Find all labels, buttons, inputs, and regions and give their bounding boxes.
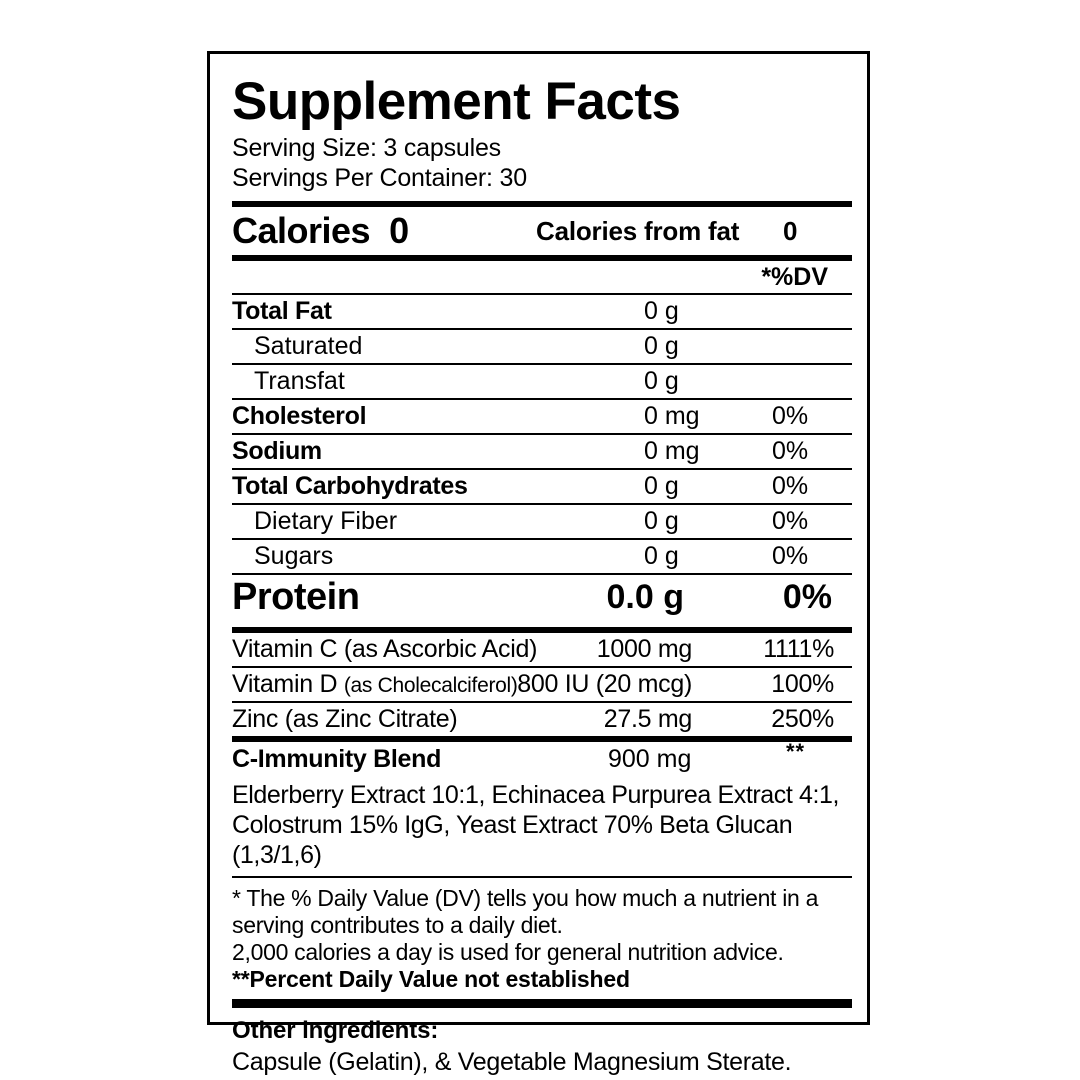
daily-value-header: *%DV bbox=[232, 261, 852, 293]
nutrient-rows: Total Fat 0 g Saturated 0 g Transfat 0 g Chole… bbox=[232, 295, 852, 575]
serving-size-text: Serving Size: 3 capsules bbox=[232, 134, 501, 162]
row-divider bbox=[232, 666, 852, 668]
nutrient-row: Saturated 0 g bbox=[232, 330, 852, 363]
footnote-bold-line: **Percent Daily Value not established bbox=[232, 966, 630, 992]
divider-above-other-ingredients bbox=[232, 999, 852, 1008]
row-divider bbox=[232, 398, 852, 400]
protein-amount: 0.0 g bbox=[606, 578, 684, 616]
nutrient-amount: 0 g bbox=[644, 472, 679, 500]
nutrient-amount: 0 g bbox=[644, 542, 679, 570]
row-divider bbox=[232, 503, 852, 505]
other-ingredients-heading: Other ingredients: bbox=[232, 1017, 439, 1044]
nutrient-amount: 0 mg bbox=[644, 402, 700, 430]
vitamin-rows: Vitamin C (as Ascorbic Acid) 1000 mg 1111%… bbox=[232, 633, 852, 736]
vitamin-dv: 1111% bbox=[763, 635, 834, 663]
blend-label: C-Immunity Blend bbox=[232, 745, 442, 773]
blend-ingredients-line-1: Elderberry Extract 10:1, Echinacea Purpu… bbox=[232, 781, 840, 809]
row-divider bbox=[232, 468, 852, 470]
nutrient-row: Transfat 0 g bbox=[232, 365, 852, 398]
vitamin-row: Vitamin D (as Cholecalciferol) 800 IU (20… bbox=[232, 668, 852, 701]
panel-inner: Supplement Facts Serving Size: 3 capsule… bbox=[232, 64, 852, 1077]
vitamin-name: Zinc (as Zinc Citrate) bbox=[232, 705, 458, 734]
vitamin-row: Zinc (as Zinc Citrate) 27.5 mg 250% bbox=[232, 703, 852, 736]
vitamin-dv: 100% bbox=[771, 670, 834, 698]
servings-per-container-text: Servings Per Container: 30 bbox=[232, 164, 527, 192]
calories-label: Calories 0 bbox=[232, 210, 409, 251]
daily-value-header-label: *%DV bbox=[761, 263, 828, 291]
blend-ingredients-line-2: Colostrum 15% IgG, Yeast Extract 70% Bet… bbox=[232, 811, 793, 869]
row-divider bbox=[232, 701, 852, 703]
vitamin-name-main: Vitamin C bbox=[232, 635, 344, 663]
nutrient-name: Cholesterol bbox=[232, 402, 367, 430]
divider-below-calories bbox=[232, 255, 852, 261]
nutrient-row: Dietary Fiber 0 g 0% bbox=[232, 505, 852, 538]
nutrient-amount: 0 g bbox=[644, 507, 679, 535]
nutrient-name: Total Fat bbox=[232, 297, 332, 325]
nutrient-amount: 0 mg bbox=[644, 437, 700, 465]
nutrient-dv: 0% bbox=[772, 507, 809, 535]
nutrient-name: Total Carbohydrates bbox=[232, 472, 468, 500]
protein-label: Protein bbox=[232, 576, 360, 618]
nutrient-row: Sodium 0 mg 0% bbox=[232, 435, 852, 468]
nutrient-dv: 0% bbox=[772, 437, 809, 465]
footnote-line-3: 2,000 calories a day is used for general… bbox=[232, 939, 784, 965]
nutrient-name: Dietary Fiber bbox=[254, 507, 398, 535]
calories-value: 0 bbox=[389, 210, 409, 251]
protein-dv: 0% bbox=[782, 578, 832, 616]
protein-row: Protein 0.0 g 0% bbox=[232, 575, 852, 627]
other-ingredients-body: Capsule (Gelatin), & Vegetable Magnesium… bbox=[232, 1048, 792, 1076]
footnote-line-2: serving contributes to a daily diet. bbox=[232, 912, 563, 938]
nutrient-amount: 0 g bbox=[644, 297, 679, 325]
vitamin-row: Vitamin C (as Ascorbic Acid) 1000 mg 1111% bbox=[232, 633, 852, 666]
nutrient-row: Cholesterol 0 mg 0% bbox=[232, 400, 852, 433]
blend-row: C-Immunity Blend 900 mg ** bbox=[232, 739, 852, 780]
nutrient-name: Sugars bbox=[254, 542, 334, 570]
nutrient-row: Total Carbohydrates 0 g 0% bbox=[232, 470, 852, 503]
row-divider bbox=[232, 328, 852, 330]
vitamin-amount: 27.5 mg bbox=[603, 705, 693, 733]
nutrient-dv: 0% bbox=[772, 542, 809, 570]
divider-above-footnote bbox=[232, 876, 852, 878]
nutrient-amount: 0 g bbox=[644, 367, 679, 395]
vitamin-dv: 250% bbox=[771, 705, 834, 733]
blend-amount: 900 mg bbox=[608, 745, 692, 773]
divider-below-dv-header bbox=[232, 293, 852, 295]
divider-above-blend bbox=[232, 736, 852, 742]
nutrient-row: Total Fat 0 g bbox=[232, 295, 852, 328]
nutrient-name: Transfat bbox=[254, 367, 345, 395]
supplement-facts-panel: Supplement Facts Serving Size: 3 capsule… bbox=[207, 51, 870, 1076]
calories-from-fat-label: Calories from fat bbox=[536, 215, 740, 246]
vitamin-name: Vitamin C (as Ascorbic Acid) bbox=[232, 635, 537, 664]
nutrient-dv: 0% bbox=[772, 472, 809, 500]
calories-row: Calories 0 Calories from fat 0 bbox=[232, 207, 852, 255]
nutrient-name: Saturated bbox=[254, 332, 363, 360]
vitamin-source: (as Cholecalciferol) bbox=[343, 674, 518, 697]
row-divider bbox=[232, 538, 852, 540]
calories-from-fat-value: 0 bbox=[783, 215, 798, 246]
vitamin-name-main: Zinc bbox=[232, 705, 285, 733]
footnote-line-1: * The % Daily Value (DV) tells you how m… bbox=[232, 885, 819, 911]
page-title: Supplement Facts bbox=[232, 72, 681, 131]
vitamin-source: (as Zinc Citrate) bbox=[284, 705, 458, 733]
nutrient-dv: 0% bbox=[772, 402, 809, 430]
blend-dv-asterisks: ** bbox=[786, 739, 806, 764]
vitamin-name-main: Vitamin D bbox=[232, 670, 344, 698]
vitamin-amount: 800 IU (20 mcg) bbox=[517, 670, 692, 698]
footnote-text: * The % Daily Value (DV) tells you how m… bbox=[232, 878, 852, 966]
nutrient-name: Sodium bbox=[232, 437, 322, 465]
blend-ingredients: Elderberry Extract 10:1, Echinacea Purpu… bbox=[232, 780, 852, 876]
divider-above-calories bbox=[232, 201, 852, 207]
row-divider bbox=[232, 573, 852, 575]
vitamin-source: (as Ascorbic Acid) bbox=[343, 635, 538, 663]
divider-below-protein bbox=[232, 627, 852, 633]
nutrient-row: Sugars 0 g 0% bbox=[232, 540, 852, 573]
row-divider bbox=[232, 433, 852, 435]
row-divider bbox=[232, 363, 852, 365]
vitamin-name: Vitamin D (as Cholecalciferol) bbox=[232, 670, 518, 699]
vitamin-amount: 1000 mg bbox=[596, 635, 693, 663]
nutrient-amount: 0 g bbox=[644, 332, 679, 360]
